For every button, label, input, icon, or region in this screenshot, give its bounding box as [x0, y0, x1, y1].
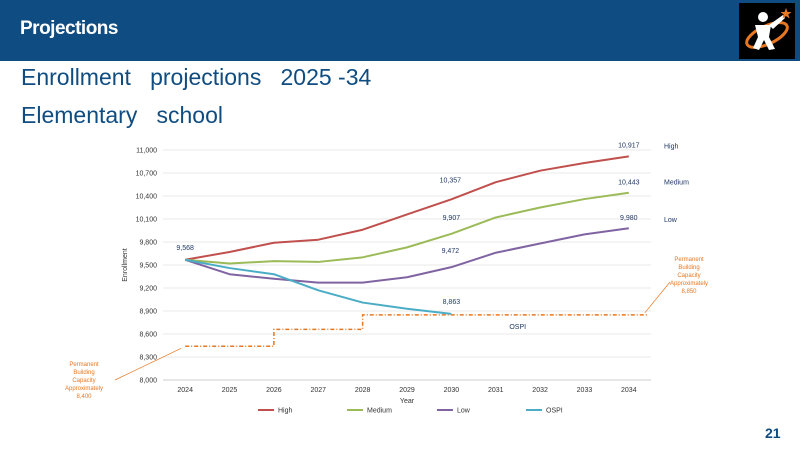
legend-label-low: Low — [457, 408, 471, 415]
data-label: 9,472 — [442, 248, 460, 255]
y-tick-label: 11,000 — [136, 148, 157, 155]
series-line-low — [184, 227, 629, 284]
series-end-label: Low — [664, 217, 678, 224]
data-label: 9,568 — [176, 245, 194, 252]
series-line-medium — [185, 191, 629, 265]
y-tick-label: 8,600 — [139, 332, 157, 339]
capacity-line: OSPI — [185, 314, 649, 348]
chart-heading-line-1: Enrollment projections 2025 -34 — [21, 64, 372, 90]
capacity-annotation-right: Capacity — [677, 273, 700, 279]
legend-label-ospi: OSPI — [546, 408, 563, 415]
logo-graphic — [745, 8, 792, 50]
y-axis-label: Enrollment — [122, 248, 129, 282]
chart-legend: High Medium Low OSPI — [258, 408, 563, 415]
x-tick-label: 2034 — [621, 387, 637, 394]
y-tick-label: 10,400 — [136, 194, 158, 201]
capacity-step-line — [185, 314, 649, 348]
y-tick-label: 8,300 — [139, 355, 157, 362]
x-tick-label: 2033 — [577, 387, 593, 394]
y-tick-label: 8,000 — [139, 378, 157, 385]
x-tick-label: 2029 — [399, 387, 415, 394]
capacity-annotation-right: Approximately — [670, 281, 708, 287]
data-label: 10,443 — [618, 180, 640, 187]
series-line-ospi — [184, 258, 452, 315]
annotation-leader-left — [114, 347, 182, 381]
data-label: 10,357 — [440, 177, 462, 184]
x-tick-label: 2026 — [266, 387, 282, 394]
capacity-annotation-right: 8,850 — [681, 289, 697, 295]
title-bar: Projections — [0, 0, 800, 61]
capacity-annotation-right: Building — [678, 265, 699, 271]
capacity-annotations: Permanent Building Capacity Approximately 8,… — [65, 257, 708, 400]
chart-gridlines: 8,000 8,300 8,600 8,900 9,200 9,500 9,800 10,10… — [122, 148, 651, 405]
legend-label-medium: Medium — [367, 408, 392, 415]
x-tick-label: 2032 — [532, 387, 548, 394]
data-label: 9,980 — [620, 215, 638, 222]
y-tick-label: 9,200 — [139, 286, 157, 293]
capacity-annotation-left: 8,400 — [76, 394, 92, 400]
y-tick-label: 9,800 — [139, 240, 157, 247]
x-tick-label: 2028 — [355, 387, 371, 394]
legend-label-high: High — [278, 408, 293, 415]
data-label: 10,917 — [618, 142, 640, 149]
capacity-annotation-left: Capacity — [72, 378, 95, 384]
chart-heading-line-2: Elementary school — [21, 102, 223, 128]
y-tick-label: 10,700 — [136, 171, 158, 178]
page-title: Projections — [20, 18, 118, 39]
series-end-label: High — [664, 143, 679, 150]
district-logo — [739, 3, 795, 59]
x-tick-label: 2025 — [222, 387, 238, 394]
data-label: 9,907 — [443, 215, 461, 222]
page-number: 21 — [765, 425, 781, 441]
chart-series — [184, 155, 629, 315]
x-tick-label: 2031 — [488, 387, 504, 394]
x-tick-label: 2027 — [310, 387, 326, 394]
y-tick-label: 8,900 — [139, 309, 157, 316]
x-tick-label: 2030 — [444, 387, 460, 394]
x-axis-label: Year — [400, 398, 415, 405]
capacity-line-label: OSPI — [509, 324, 526, 331]
capacity-annotation-left: Building — [73, 370, 94, 376]
y-tick-label: 9,500 — [139, 263, 157, 270]
x-tick-label: 2024 — [177, 387, 193, 394]
y-tick-label: 10,100 — [136, 217, 158, 224]
series-line-high — [185, 155, 629, 261]
capacity-annotation-right: Permanent — [674, 257, 704, 263]
capacity-annotation-left: Permanent — [69, 362, 99, 368]
series-end-label: Medium — [664, 180, 689, 187]
chart-labels: 9,568 10,357 10,917 9,907 10,443 9,472 9,980 8,… — [176, 142, 689, 305]
data-label: 8,863 — [443, 299, 461, 306]
annotation-leader-right — [644, 281, 671, 314]
capacity-annotation-left: Approximately — [65, 386, 103, 392]
